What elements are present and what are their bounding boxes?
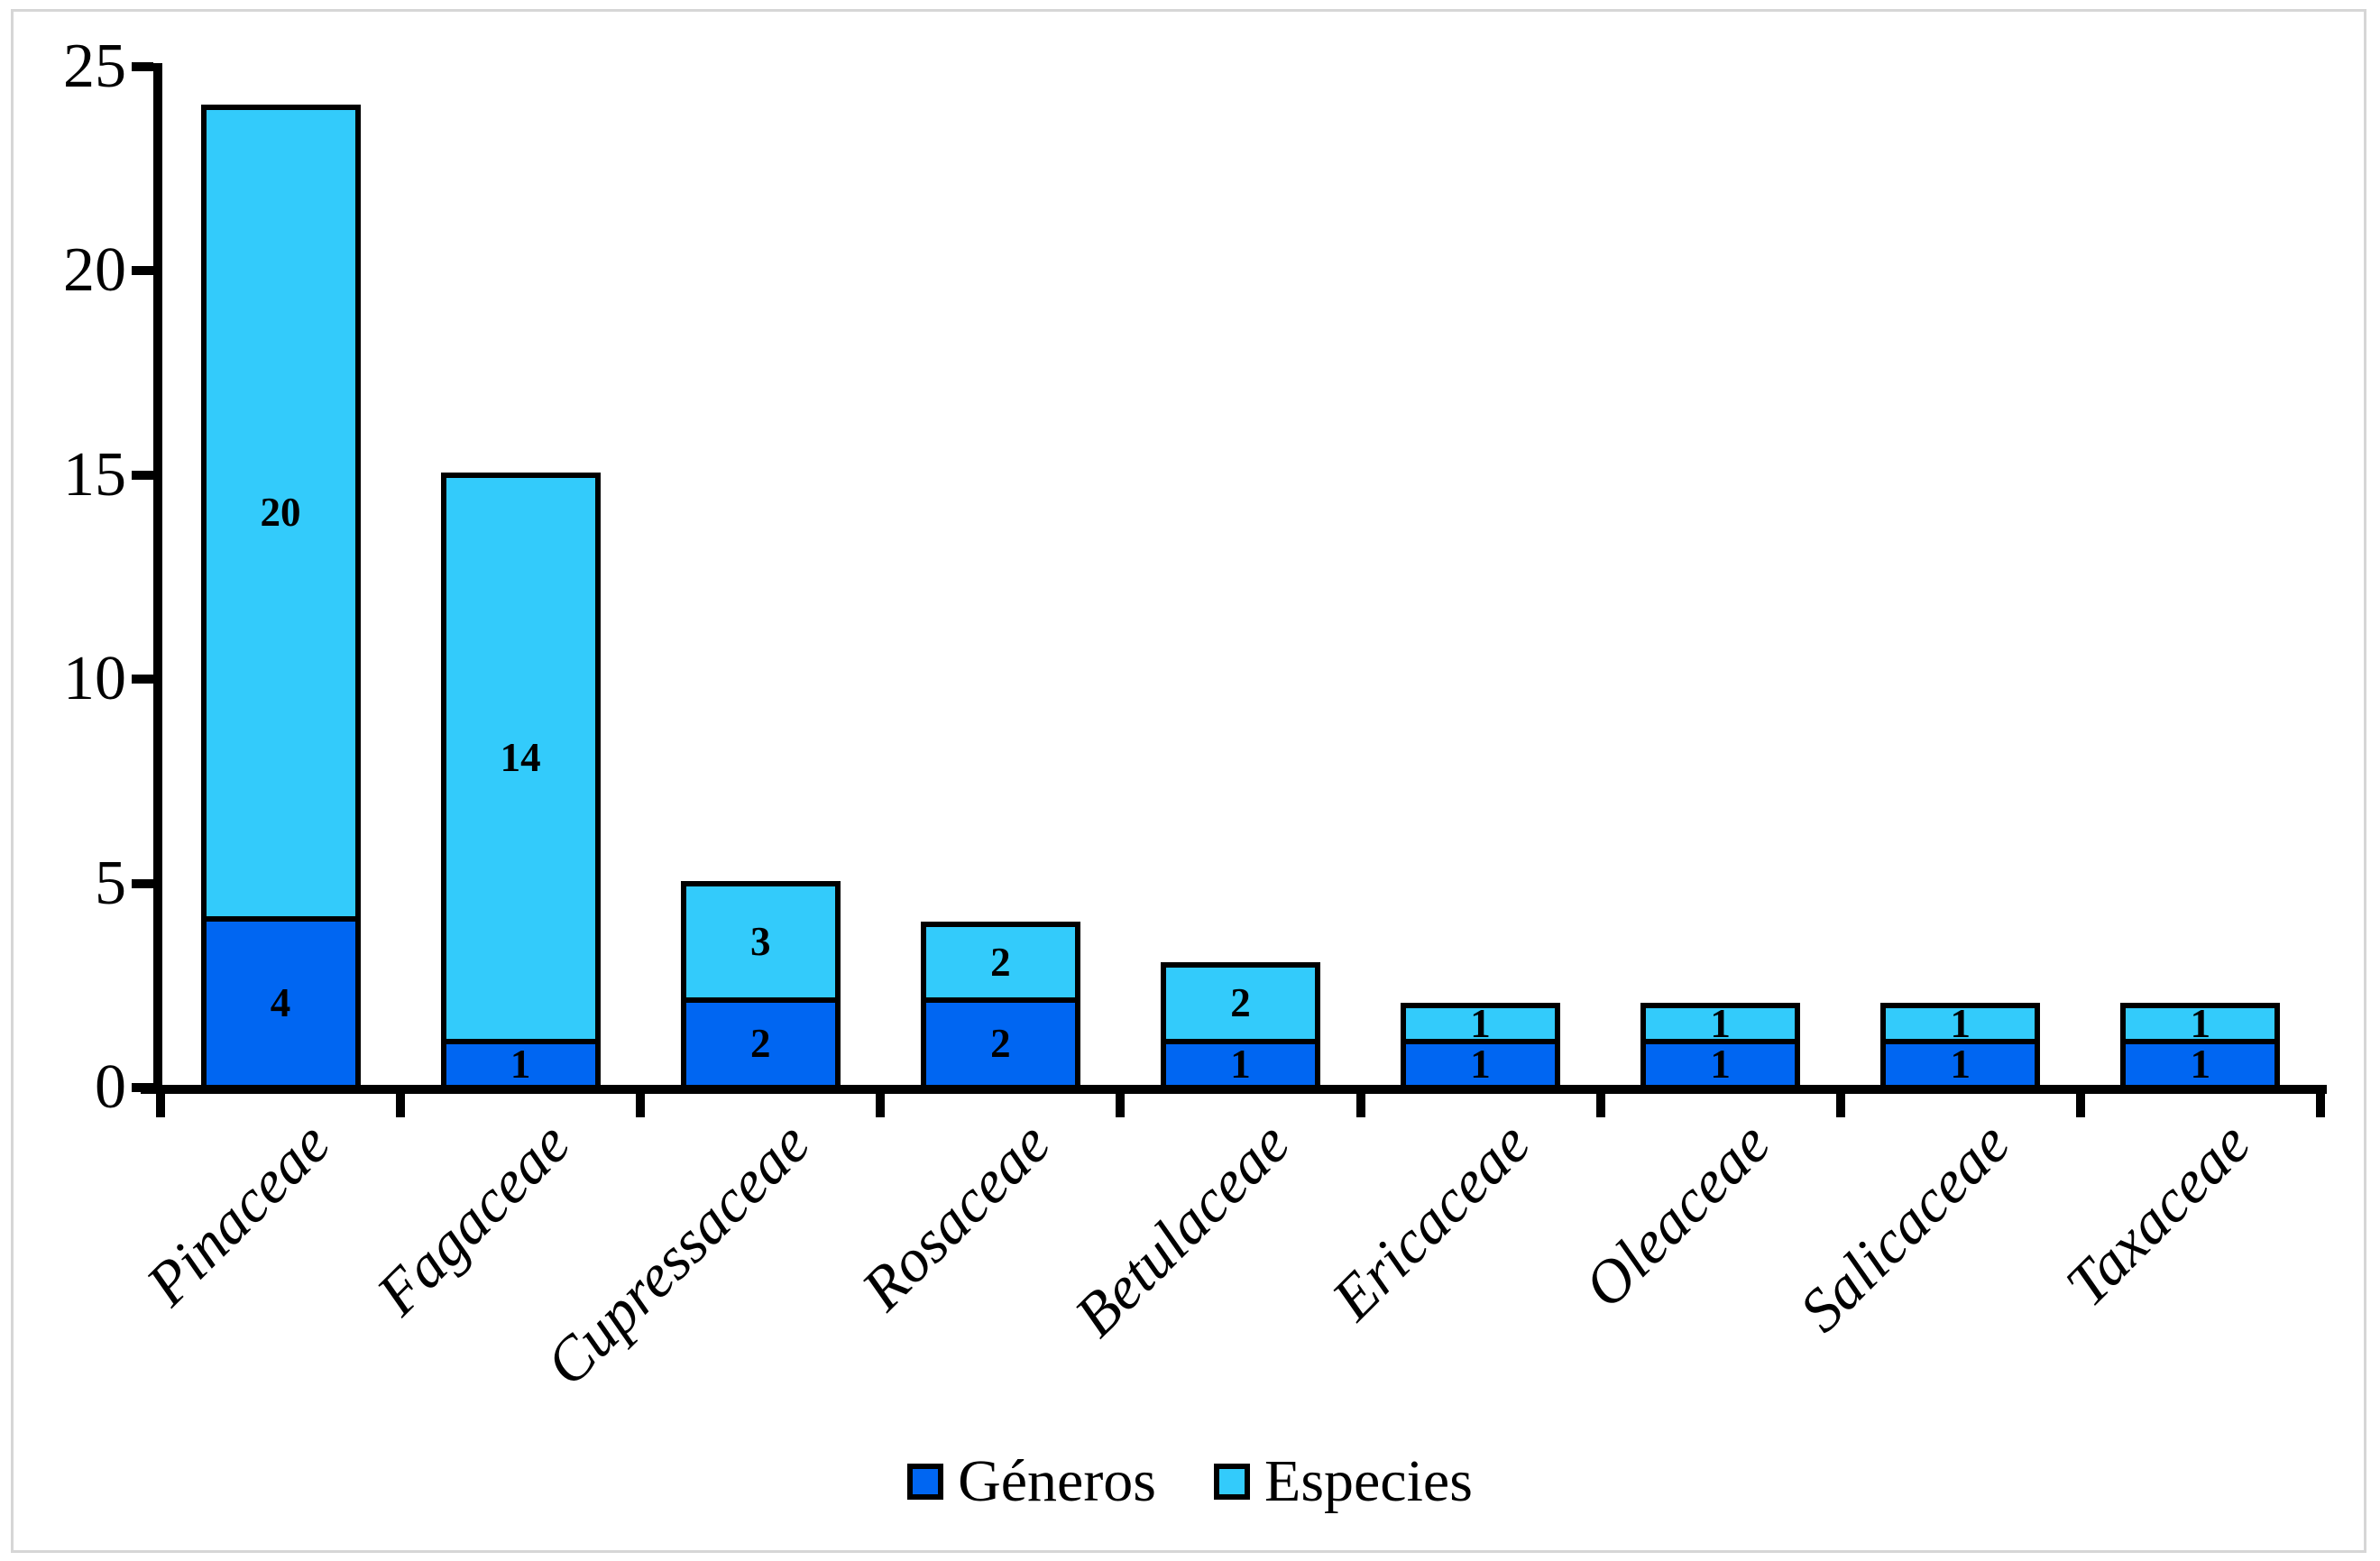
bar-value-label: 1 [510,1041,531,1087]
y-tick-mark [132,878,153,888]
bar-segment-generos: 1 [2120,1041,2281,1087]
bar-segment-especies: 1 [1640,1000,1801,1046]
y-tick-mark [132,1083,153,1092]
legend-swatch-generos [907,1464,944,1500]
y-tick-mark [132,266,153,275]
y-tick-label: 0 [95,1052,126,1122]
bar-segment-especies: 1 [1401,1000,1561,1046]
legend-label: Géneros [958,1448,1156,1514]
y-tick-label: 20 [63,235,126,305]
bar-value-label: 1 [1710,1041,1731,1087]
bar-segment-especies: 2 [920,921,1080,1004]
bar-value-label: 1 [1230,1041,1251,1087]
y-tick-label: 5 [95,848,126,918]
bar-value-label: 1 [1470,1000,1491,1046]
bar-segment-especies: 20 [200,104,361,922]
bar-value-label: 3 [750,918,771,964]
bar-value-label: 2 [990,939,1011,985]
legend-swatch-especies [1214,1464,1250,1500]
bar-segment-especies: 3 [680,880,841,1004]
category-label: Betulaceae [1061,1108,1303,1350]
bar-value-label: 2 [1230,979,1251,1025]
bar-segment-generos: 2 [920,1003,1080,1085]
x-tick-mark [1355,1092,1365,1117]
y-axis [153,63,162,1093]
bar-value-label: 1 [2190,1000,2211,1046]
legend-item-generos: Géneros [907,1452,1156,1511]
x-tick-mark [1835,1092,1845,1117]
category-label: Rosaceae [848,1108,1063,1324]
x-tick-mark [1595,1092,1605,1117]
bar-value-label: 4 [270,979,291,1025]
y-tick-label: 10 [63,644,126,713]
bar-value-label: 14 [500,735,541,781]
bar-segment-generos: 4 [200,921,361,1085]
bar-value-label: 1 [1470,1041,1491,1087]
y-tick-mark [132,61,153,71]
category-label: Oleaceae [1570,1108,1783,1321]
y-tick-mark [132,470,153,480]
bar-value-label: 1 [1710,1000,1731,1046]
x-tick-mark [876,1092,886,1117]
y-tick-label: 15 [63,439,126,510]
y-tick-label: 25 [63,31,126,101]
legend-label: Especies [1264,1448,1473,1514]
x-tick-mark [156,1092,165,1117]
x-tick-mark [2075,1092,2085,1117]
category-label: Taxaceae [2052,1108,2263,1319]
x-tick-mark [636,1092,646,1117]
figure-frame [11,9,2366,1553]
bar-value-label: 1 [1950,1041,1971,1087]
bar-value-label: 1 [2190,1041,2211,1087]
bar-segment-generos: 1 [440,1041,601,1087]
bar-segment-especies: 1 [1880,1000,2041,1046]
bar-segment-generos: 1 [1880,1041,2041,1087]
x-tick-mark [396,1092,406,1117]
bar-value-label: 20 [260,490,301,536]
category-label: Pinaceae [133,1108,343,1318]
bar-segment-generos: 2 [680,1003,841,1085]
x-tick-mark [2315,1092,2325,1117]
category-label: Fagaceae [363,1108,584,1328]
category-label: Salicaceae [1786,1108,2023,1345]
x-tick-mark [1116,1092,1126,1117]
bar-segment-generos: 1 [1401,1041,1561,1087]
bar-value-label: 2 [750,1021,771,1067]
bar-segment-generos: 1 [1640,1041,1801,1087]
bar-segment-especies: 14 [440,472,601,1044]
bar-segment-especies: 1 [2120,1000,2281,1046]
bar-value-label: 2 [990,1021,1011,1067]
legend: Géneros Especies [0,1441,2380,1522]
bar-segment-especies: 2 [1160,962,1320,1044]
y-tick-mark [132,675,153,684]
bar-value-label: 1 [1950,1000,1971,1046]
bar-segment-generos: 1 [1160,1041,1320,1087]
category-label: Ericaceae [1318,1108,1543,1333]
x-axis [141,1085,2327,1094]
legend-item-especies: Especies [1214,1452,1473,1511]
